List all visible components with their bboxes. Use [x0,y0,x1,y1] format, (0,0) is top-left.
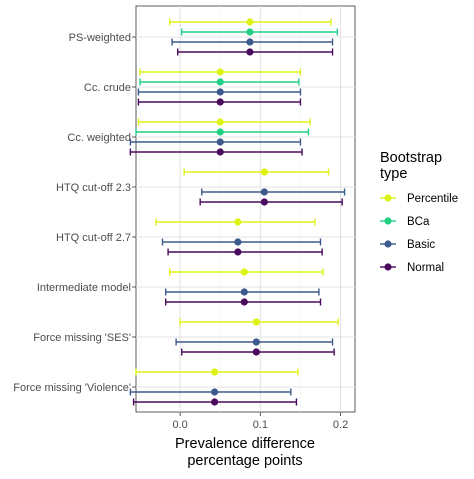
interval-normal-cc-crude [137,98,302,106]
panel-background [135,5,356,413]
point-estimate [260,168,268,176]
interval-normal-htq-cut-off-2-7 [167,248,323,256]
interval-bca-cc-weighted [135,128,310,136]
legend-item-normal: Normal [380,262,444,274]
point-estimate [216,148,224,156]
y-tick-label: HTQ cut-off 2.7 [56,232,131,244]
point-estimate [252,318,260,326]
interval-percentile-intermediate-model [168,268,324,276]
y-axis-labels: PS-weighted Cc. crude Cc. weighted HTQ cut-… [13,32,136,394]
point-estimate [211,398,219,406]
grid-lines [136,6,355,412]
x-tick-label: 0.0 [172,419,187,431]
y-tick-label: Force missing 'Violence' [13,382,131,394]
legend-title-line-1: Bootstrap [380,150,442,166]
point-estimate [216,68,224,76]
legend-title-line-2: type [380,166,407,182]
legend-items: Percentile BCa Basic Normal [380,193,458,274]
interval-normal-htq-cut-off-2-3 [199,198,343,206]
interval-basic-intermediate-model [164,288,320,296]
point-estimate [211,388,219,396]
interval-basic-cc-weighted [129,138,302,146]
y-tick-label: Force missing 'SES' [33,332,131,344]
point-estimate [216,78,224,86]
interval-percentile-cc-weighted [137,118,311,126]
x-axis-labels: 0.0 0.1 0.2 [172,412,348,431]
point-estimate [240,298,248,306]
point-estimate [234,248,242,256]
legend-key-point [384,240,392,248]
y-tick-label: Cc. weighted [67,132,131,144]
interval-percentile-htq-cut-off-2-3 [183,168,330,176]
point-estimate [246,18,254,26]
interval-percentile-cc-crude [139,68,302,76]
interval-basic-ps-weighted [171,38,334,46]
y-tick-label: Cc. crude [84,82,131,94]
y-tick-label: PS-weighted [69,32,131,44]
point-estimate [260,198,268,206]
point-estimate [211,368,219,376]
interval-normal-force-missing-ses [181,348,335,356]
legend-item-basic: Basic [380,239,435,251]
point-estimate [216,138,224,146]
interval-normal-ps-weighted [177,48,334,56]
x-tick-label: 0.1 [253,419,268,431]
point-estimate [216,128,224,136]
interval-basic-htq-cut-off-2-7 [161,238,322,246]
interval-percentile-htq-cut-off-2-7 [155,218,316,226]
legend-label: Normal [407,262,444,274]
x-axis-title-line-2: percentage points [187,453,302,469]
legend: Bootstrap type Percentile BCa Basic Normal [380,150,458,274]
interval-percentile-force-missing-ses [179,318,339,326]
legend-item-bca: BCa [380,216,430,228]
x-tick-label: 0.2 [333,419,348,431]
point-estimate [246,48,254,56]
point-estimate [252,338,260,346]
point-estimate [216,98,224,106]
point-estimate [260,188,268,196]
point-estimate [246,28,254,36]
y-tick-label: HTQ cut-off 2.3 [56,182,131,194]
point-estimate [234,238,242,246]
legend-label: Percentile [407,193,458,205]
interval-basic-cc-crude [137,88,302,96]
point-estimate [246,38,254,46]
interval-basic-force-missing-violence [129,388,292,396]
point-estimate [240,268,248,276]
interval-normal-intermediate-model [164,298,322,306]
y-tick-label: Intermediate model [37,282,131,294]
interval-bca-cc-crude [139,78,300,86]
point-estimate [252,348,260,356]
interval-percentile-force-missing-violence [135,368,299,376]
legend-key-point [384,194,392,202]
point-estimate [234,218,242,226]
interval-bca-ps-weighted [181,28,339,36]
x-axis-title-line-1: Prevalence difference [175,436,315,452]
interval-normal-cc-weighted [129,148,303,156]
interval-basic-force-missing-ses [175,338,334,346]
legend-key-point [384,217,392,225]
interval-percentile-ps-weighted [168,18,332,26]
interval-series [129,18,346,406]
legend-key-point [384,263,392,271]
legend-label: Basic [407,239,435,251]
interval-normal-force-missing-violence [132,398,298,406]
interval-basic-htq-cut-off-2-3 [201,188,346,196]
x-axis-title: Prevalence difference percentage points [175,436,315,469]
point-estimate [216,88,224,96]
point-estimate [240,288,248,296]
legend-item-percentile: Percentile [380,193,458,205]
legend-label: BCa [407,216,430,228]
point-estimate [216,118,224,126]
